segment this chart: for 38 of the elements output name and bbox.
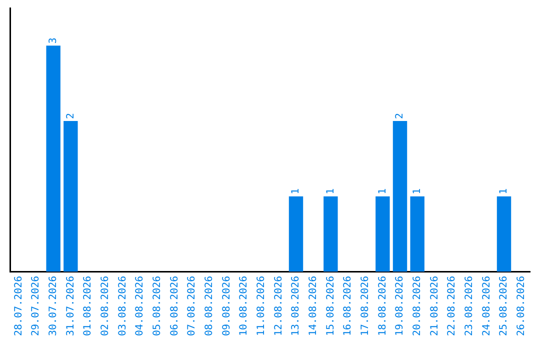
x-tick-label: 30.07.2026: [48, 276, 59, 336]
data-label: 1: [325, 188, 336, 194]
data-label: 1: [377, 188, 388, 194]
x-tick-label: 22.08.2026: [446, 276, 458, 336]
x-tick-label: 02.08.2026: [100, 276, 111, 336]
x-tick-label: 18.08.2026: [377, 276, 388, 336]
x-tick-label: 17.08.2026: [360, 276, 371, 336]
data-label: 1: [290, 188, 302, 194]
x-tick-label: 19.08.2026: [394, 276, 406, 336]
x-tick-label: 13.08.2026: [290, 276, 302, 336]
data-label: 3: [48, 38, 59, 44]
x-tick-label: 01.08.2026: [82, 276, 94, 336]
x-tick-label: 20.08.2026: [412, 276, 423, 336]
data-label: 1: [498, 188, 510, 194]
x-tick-label: 11.08.2026: [256, 276, 267, 336]
data-label: 1: [412, 188, 423, 194]
data-label: 2: [394, 113, 406, 120]
x-tick-label: 16.08.2026: [342, 276, 354, 336]
x-tick-label: 04.08.2026: [134, 276, 146, 336]
x-tick-label: 31.07.2026: [65, 276, 76, 336]
x-tick-label: 28.07.2026: [13, 276, 24, 336]
x-tick-label: 14.08.2026: [308, 276, 319, 336]
x-tick-label: 10.08.2026: [238, 276, 250, 336]
x-tick-label: 15.08.2026: [325, 276, 336, 336]
x-tick-label: 07.08.2026: [186, 276, 198, 336]
x-tick-label: 09.08.2026: [221, 276, 232, 336]
x-tick-label: 23.08.2026: [464, 276, 475, 336]
x-tick-label: 05.08.2026: [152, 276, 163, 336]
x-tick-label: 12.08.2026: [273, 276, 284, 336]
data-label: 2: [65, 113, 76, 120]
x-tick-label: 03.08.2026: [117, 276, 128, 336]
x-tick-label: 29.07.2026: [30, 276, 42, 336]
x-tick-label: 24.08.2026: [481, 276, 492, 336]
x-tick-label: 26.08.2026: [516, 276, 527, 336]
x-tick-label: 21.08.2026: [429, 276, 440, 336]
x-tick-label: 25.08.2026: [498, 276, 510, 336]
x-tick-label: 06.08.2026: [169, 276, 180, 336]
x-tick-label: 08.08.2026: [204, 276, 215, 336]
